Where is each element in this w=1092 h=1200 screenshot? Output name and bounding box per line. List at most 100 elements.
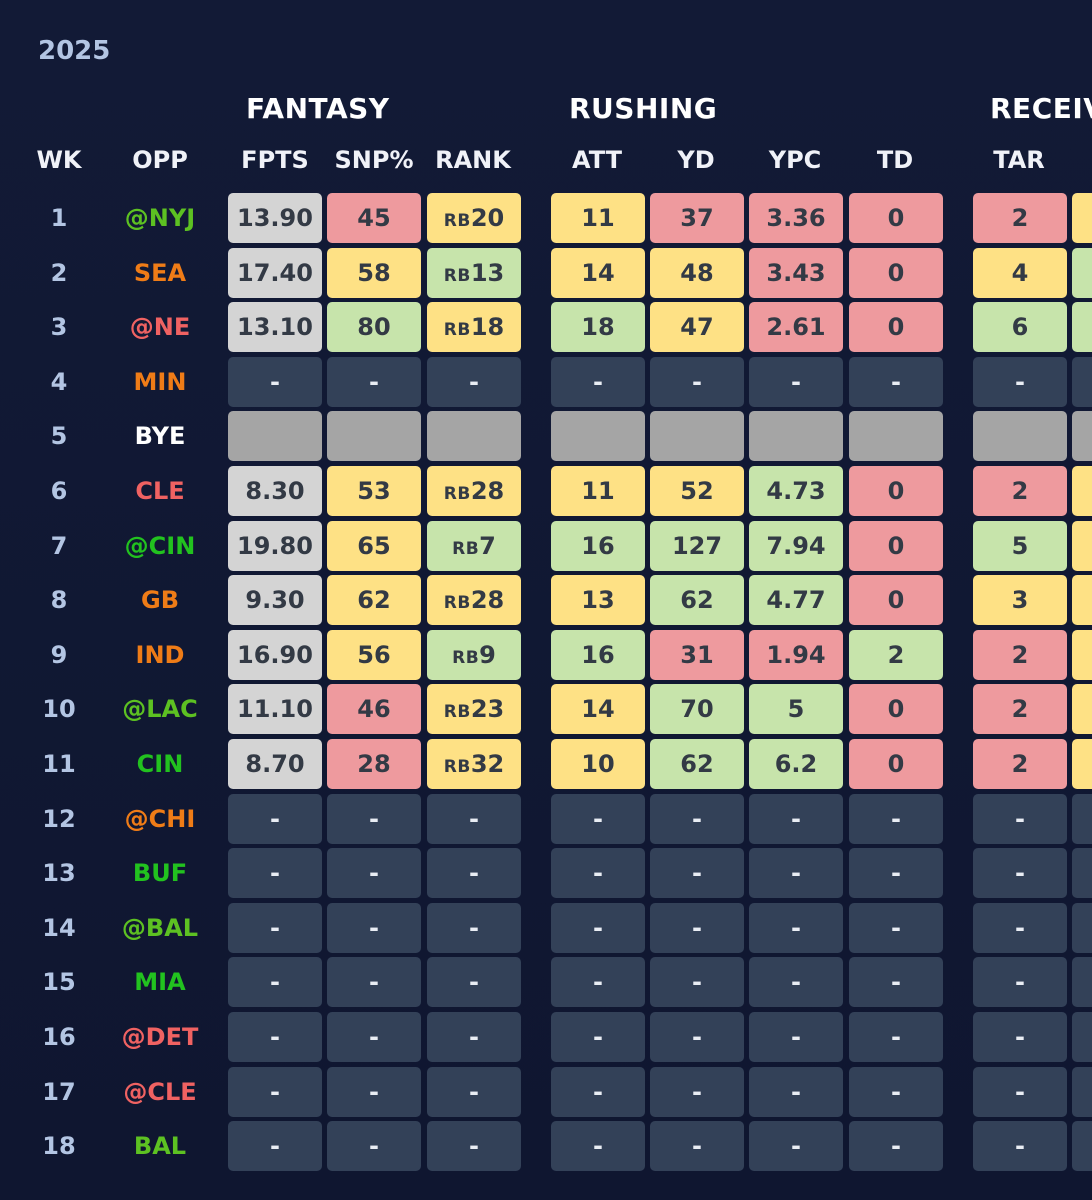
ypc-cell: - bbox=[749, 848, 843, 898]
snp-cell: 45 bbox=[327, 193, 421, 243]
opponent[interactable]: BYE bbox=[134, 422, 186, 450]
opponent[interactable]: CLE bbox=[135, 477, 185, 505]
att-cell: - bbox=[551, 1012, 645, 1062]
header-tar[interactable]: TAR bbox=[993, 146, 1045, 174]
opponent[interactable]: @DET bbox=[121, 1023, 199, 1051]
header-opp[interactable]: OPP bbox=[132, 146, 188, 174]
week-number: 18 bbox=[42, 1132, 76, 1160]
att-cell: 18 bbox=[551, 302, 645, 352]
tar-cell: - bbox=[973, 903, 1067, 953]
opponent[interactable]: SEA bbox=[133, 259, 187, 287]
next-column-cell-partial bbox=[1072, 630, 1092, 680]
header-snp[interactable]: SNP% bbox=[334, 146, 414, 174]
next-column-cell-partial bbox=[1072, 1121, 1092, 1171]
td-cell: 0 bbox=[849, 193, 943, 243]
ypc-cell: - bbox=[749, 1067, 843, 1117]
att-cell: - bbox=[551, 957, 645, 1007]
opponent[interactable]: CIN bbox=[136, 750, 184, 778]
fpts-cell: - bbox=[228, 357, 322, 407]
ypc-cell: 4.77 bbox=[749, 575, 843, 625]
tar-cell: 2 bbox=[973, 466, 1067, 516]
opponent[interactable]: @LAC bbox=[122, 695, 198, 723]
snp-cell: - bbox=[327, 794, 421, 844]
td-cell: - bbox=[849, 1067, 943, 1117]
ypc-cell: 5 bbox=[749, 684, 843, 734]
tar-cell: 6 bbox=[973, 302, 1067, 352]
week-number: 12 bbox=[42, 805, 76, 833]
season-year[interactable]: 2025 bbox=[38, 36, 111, 66]
tar-cell: 2 bbox=[973, 630, 1067, 680]
opponent[interactable]: BUF bbox=[132, 859, 188, 887]
header-rank[interactable]: RANK bbox=[435, 146, 511, 174]
opponent[interactable]: @BAL bbox=[121, 914, 199, 942]
opponent[interactable]: IND bbox=[135, 641, 185, 669]
opponent[interactable]: BAL bbox=[133, 1132, 187, 1160]
rank-cell: RB28 bbox=[427, 575, 521, 625]
next-column-cell-partial bbox=[1072, 1067, 1092, 1117]
tar-cell: 2 bbox=[973, 739, 1067, 789]
ypc-cell: 7.94 bbox=[749, 521, 843, 571]
week-number: 9 bbox=[50, 641, 68, 669]
fpts-cell: 8.30 bbox=[228, 466, 322, 516]
yd-cell: 47 bbox=[650, 302, 744, 352]
td-cell: 0 bbox=[849, 739, 943, 789]
week-number: 14 bbox=[42, 914, 76, 942]
snp-cell: 46 bbox=[327, 684, 421, 734]
yd-cell: 48 bbox=[650, 248, 744, 298]
week-number: 16 bbox=[42, 1023, 76, 1051]
att-cell: 14 bbox=[551, 684, 645, 734]
opponent[interactable]: @CHI bbox=[124, 805, 196, 833]
next-column-cell-partial bbox=[1072, 575, 1092, 625]
fpts-cell: 17.40 bbox=[228, 248, 322, 298]
opponent[interactable]: @CLE bbox=[123, 1078, 197, 1106]
opponent[interactable]: MIN bbox=[133, 368, 187, 396]
rank-cell: RB28 bbox=[427, 466, 521, 516]
next-column-cell-partial bbox=[1072, 957, 1092, 1007]
tar-cell: - bbox=[973, 1067, 1067, 1117]
header-att[interactable]: ATT bbox=[571, 146, 622, 174]
att-cell bbox=[551, 411, 645, 461]
table-row: 11 CIN 8.70 28 RB32 10 62 6.2 0 2 bbox=[0, 739, 1092, 789]
td-cell: - bbox=[849, 1012, 943, 1062]
yd-cell: 37 bbox=[650, 193, 744, 243]
td-cell: 0 bbox=[849, 466, 943, 516]
next-column-cell-partial bbox=[1072, 521, 1092, 571]
rank-cell: RB13 bbox=[427, 248, 521, 298]
header-fpts[interactable]: FPTS bbox=[241, 146, 309, 174]
td-cell: 0 bbox=[849, 575, 943, 625]
opponent[interactable]: @NYJ bbox=[124, 204, 196, 232]
group-header-fantasy: FANTASY bbox=[246, 92, 390, 125]
snp-cell: - bbox=[327, 957, 421, 1007]
ypc-cell: - bbox=[749, 903, 843, 953]
header-wk[interactable]: WK bbox=[36, 146, 82, 174]
header-yd[interactable]: YD bbox=[677, 146, 715, 174]
opponent[interactable]: @CIN bbox=[124, 532, 196, 560]
opponent[interactable]: GB bbox=[141, 586, 179, 614]
ypc-cell: - bbox=[749, 357, 843, 407]
header-ypc[interactable]: YPC bbox=[768, 146, 822, 174]
td-cell bbox=[849, 411, 943, 461]
table-row: 6 CLE 8.30 53 RB28 11 52 4.73 0 2 bbox=[0, 466, 1092, 516]
table-row: 1 @NYJ 13.90 45 RB20 11 37 3.36 0 2 bbox=[0, 193, 1092, 243]
table-row: 4 MIN - - - - - - - - bbox=[0, 357, 1092, 407]
opponent[interactable]: @NE bbox=[129, 313, 191, 341]
yd-cell: - bbox=[650, 1067, 744, 1117]
week-number: 10 bbox=[42, 695, 76, 723]
td-cell: 0 bbox=[849, 684, 943, 734]
att-cell: - bbox=[551, 848, 645, 898]
snp-cell: 28 bbox=[327, 739, 421, 789]
next-column-cell-partial bbox=[1072, 248, 1092, 298]
table-row: 9 IND 16.90 56 RB9 16 31 1.94 2 2 bbox=[0, 630, 1092, 680]
snp-cell: - bbox=[327, 1012, 421, 1062]
ypc-cell: 2.61 bbox=[749, 302, 843, 352]
td-cell: 0 bbox=[849, 302, 943, 352]
header-td[interactable]: TD bbox=[876, 146, 914, 174]
snp-cell: - bbox=[327, 903, 421, 953]
att-cell: 11 bbox=[551, 193, 645, 243]
snp-cell: - bbox=[327, 1121, 421, 1171]
next-column-cell-partial bbox=[1072, 848, 1092, 898]
snp-cell: 80 bbox=[327, 302, 421, 352]
opponent[interactable]: MIA bbox=[134, 968, 186, 996]
next-column-cell-partial bbox=[1072, 357, 1092, 407]
tar-cell: 4 bbox=[973, 248, 1067, 298]
